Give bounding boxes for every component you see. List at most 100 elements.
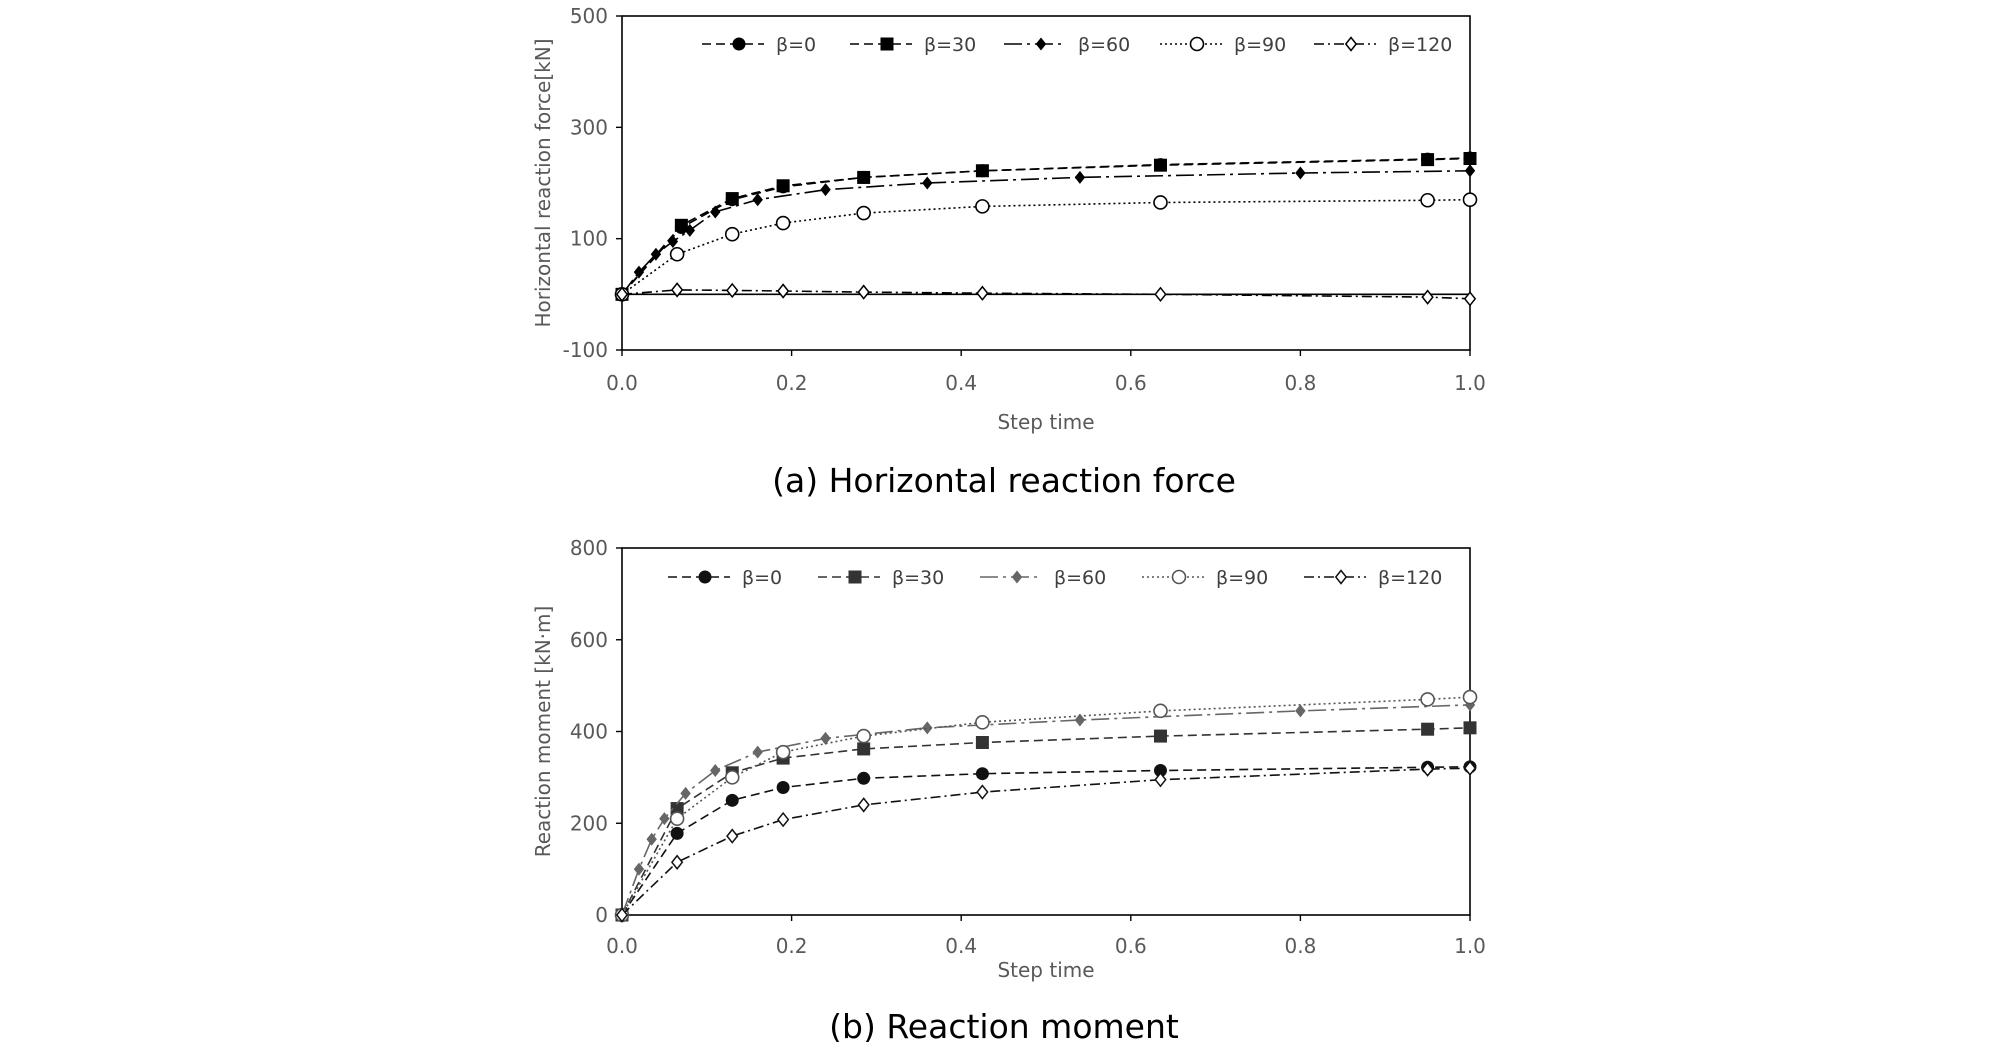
legend-label: β=90: [1234, 34, 1286, 56]
data-point: [1154, 771, 1167, 788]
data-point: [857, 797, 870, 813]
data-point: [1420, 192, 1435, 208]
legend-marker: [880, 37, 894, 51]
data-point: [776, 780, 790, 794]
y-axis-label: Horizontal reaction force[kN]: [531, 39, 555, 328]
series-2: [616, 164, 1476, 301]
series-0: [615, 151, 1477, 301]
data-point: [1462, 192, 1478, 207]
data-point: [1153, 729, 1167, 743]
y-tick-label: 300: [570, 115, 608, 139]
legend-label: β=120: [1378, 567, 1442, 589]
data-point: [776, 283, 790, 299]
legend-marker: [732, 37, 746, 51]
legend-label: β=0: [742, 567, 782, 589]
data-point: [975, 736, 989, 750]
data-point: [680, 786, 691, 800]
data-point: [752, 745, 763, 759]
data-point: [1421, 289, 1434, 305]
data-point: [633, 265, 645, 279]
x-tick-label: 0.2: [776, 371, 808, 395]
series-line: [621, 766, 1471, 916]
data-point: [670, 854, 684, 870]
legend-item: β=90: [1160, 34, 1286, 56]
data-point: [670, 826, 684, 840]
y-tick-label: 100: [570, 227, 608, 251]
x-axis-label: Step time: [997, 958, 1094, 982]
x-tick-label: 0.0: [606, 934, 638, 958]
data-point: [1421, 153, 1435, 167]
figure-caption: (b) Reaction moment: [829, 1007, 1179, 1042]
legend-label: β=120: [1388, 34, 1452, 56]
x-tick-label: 1.0: [1454, 934, 1486, 958]
data-point: [1421, 722, 1435, 736]
x-tick-label: 0.4: [945, 934, 977, 958]
legend-item: β=60: [1004, 34, 1130, 56]
legend-item: β=30: [850, 34, 976, 56]
data-point: [1153, 763, 1167, 777]
data-point: [726, 828, 739, 844]
legend-marker: [1334, 569, 1348, 585]
legend-marker: [1171, 569, 1187, 585]
plot-frame: [621, 15, 1471, 351]
series-3: [614, 192, 1478, 302]
data-point: [726, 282, 739, 299]
data-point: [667, 234, 679, 248]
legend-label: β=30: [892, 567, 944, 589]
legend-marker: [848, 570, 862, 584]
series-4: [615, 760, 1477, 923]
data-point: [1463, 152, 1477, 166]
data-point: [976, 784, 989, 800]
legend-label: β=0: [776, 34, 816, 56]
data-point: [1463, 760, 1477, 776]
data-point: [1462, 689, 1478, 705]
data-point: [820, 731, 831, 745]
data-point: [775, 744, 791, 760]
y-tick-label: 600: [570, 628, 608, 652]
data-point: [1153, 195, 1168, 210]
data-point: [1154, 286, 1167, 303]
x-tick-label: 0.8: [1284, 934, 1316, 958]
legend-label: β=60: [1054, 567, 1106, 589]
data-point: [710, 763, 721, 777]
data-point: [922, 176, 933, 190]
legend-item: β=120: [1304, 567, 1442, 589]
data-point: [633, 862, 645, 876]
y-tick-label: -100: [563, 338, 608, 362]
data-point: [1421, 761, 1434, 777]
data-point: [975, 715, 990, 730]
legend-item: β=90: [1142, 567, 1268, 589]
legend-label: β=60: [1078, 34, 1130, 56]
x-tick-label: 0.0: [606, 371, 638, 395]
data-point: [752, 193, 763, 207]
data-point: [725, 192, 739, 206]
series-line: [621, 170, 1471, 295]
legend-item: β=0: [702, 34, 816, 56]
legend-label: β=30: [924, 34, 976, 56]
series-3: [614, 689, 1478, 923]
legend-item: β=0: [668, 567, 782, 589]
x-tick-label: 0.4: [945, 371, 977, 395]
legend-marker: [1189, 36, 1205, 52]
series-line: [621, 767, 1471, 916]
series-line: [621, 696, 1471, 916]
data-point: [659, 812, 670, 826]
x-tick-label: 0.6: [1115, 934, 1147, 958]
x-tick-label: 0.8: [1284, 371, 1316, 395]
series-1: [615, 152, 1477, 301]
data-point: [670, 802, 684, 816]
data-point: [710, 205, 721, 219]
data-point: [669, 811, 685, 826]
data-point: [975, 767, 989, 781]
series-line: [621, 198, 1471, 295]
x-tick-label: 0.6: [1115, 371, 1147, 395]
legend-marker: [1344, 36, 1358, 52]
x-axis-label: Step time: [997, 410, 1094, 434]
data-point: [1074, 170, 1086, 184]
series-4: [615, 282, 1477, 307]
data-point: [1463, 291, 1477, 307]
data-point: [725, 793, 739, 807]
y-tick-label: 0: [595, 903, 608, 927]
series-1: [615, 721, 1477, 922]
